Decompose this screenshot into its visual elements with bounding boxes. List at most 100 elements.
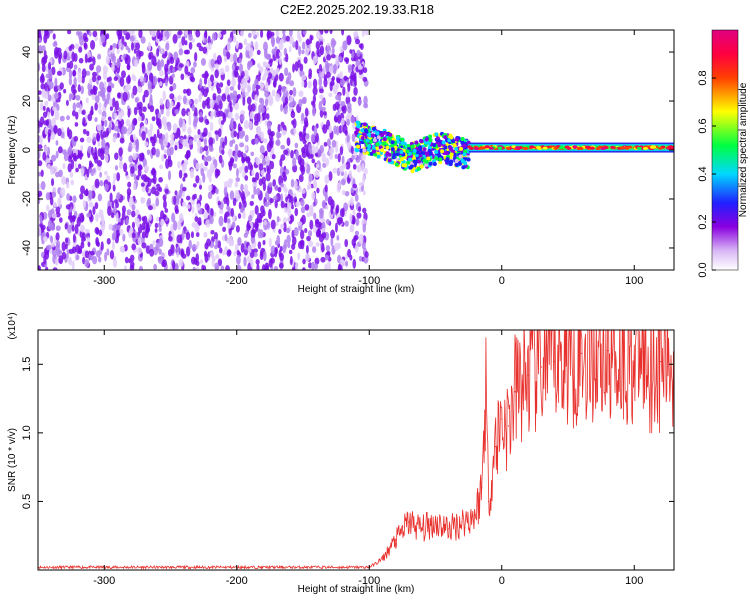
spectrogram-noise-blob — [289, 30, 293, 37]
spectrogram-noise-blob — [214, 69, 219, 79]
spectrogram-noise-blob — [79, 224, 85, 233]
spectrogram-noise-blob — [204, 242, 209, 250]
spectrogram-noise-blob — [258, 178, 264, 186]
spectrogram-noise-blob — [178, 189, 183, 199]
colorbar-tick-label: 0.6 — [697, 118, 709, 133]
spectrogram-noise-blob — [113, 112, 118, 119]
spectrogram-noise-blob — [256, 263, 260, 270]
snr-data-point — [381, 558, 384, 560]
spectrogram-noise-blob — [122, 233, 126, 242]
spectrogram-noise-blob — [133, 75, 137, 82]
spectrogram-noise-blob — [339, 79, 345, 87]
spectrogram-noise-blob — [109, 249, 115, 260]
spectrogram-noise-blob — [126, 187, 132, 196]
spectrogram-noise-blob — [42, 111, 48, 118]
spectrogram-noise-blob — [177, 95, 182, 101]
spectrogram-noise-blob — [180, 248, 184, 257]
spectrogram-noise-blob — [217, 32, 222, 39]
spectrogram-noise-blob — [162, 213, 167, 220]
spectrogram-noise-blob — [336, 182, 341, 193]
spectrogram-noise-blob — [52, 33, 56, 40]
spectrogram-noise-blob — [215, 110, 221, 118]
spectrogram-noise-blob — [202, 46, 208, 54]
spectrogram-noise-blob — [231, 221, 236, 229]
spectrogram-noise-blob — [209, 98, 215, 109]
spectrogram-noise-blob — [181, 229, 185, 240]
spectrogram-noise-blob — [240, 183, 244, 192]
spectrogram-noise-blob — [269, 58, 274, 64]
spectrogram-noise-blob — [192, 61, 197, 68]
spectrogram-noise-blob — [255, 218, 259, 225]
spectrogram-noise-blob — [235, 177, 241, 182]
spectrogram-noise-blob — [157, 112, 161, 119]
spectrogram-noise-blob — [253, 185, 257, 196]
spectrogram-noise-blob — [134, 139, 139, 146]
spectrogram-noise-blob — [335, 143, 339, 153]
spectrogram-noise-blob — [305, 244, 309, 254]
spectrogram-y-ticks: 40 20 0 -20 -40 — [21, 46, 674, 256]
spectrogram-noise-blob — [326, 71, 331, 79]
spectrogram-noise-blob — [54, 77, 58, 87]
spectrogram-noise-blob — [104, 183, 109, 192]
spectrogram-noise-blob — [141, 231, 147, 239]
spectrogram-noise-blob — [106, 248, 110, 256]
spectrogram-noise-blob — [315, 163, 320, 169]
spectrogram-noise-blob — [72, 215, 76, 223]
spectrogram-noise-blob — [251, 177, 256, 183]
spectrogram-noise-blob — [255, 171, 260, 181]
spectrogram-noise-blob — [315, 132, 319, 143]
spectrogram-noise-blob — [123, 265, 127, 270]
spectrogram-noise-blob — [185, 49, 191, 55]
spectrogram-noise-blob — [309, 204, 314, 216]
spectrogram-noise-blob — [236, 132, 240, 140]
spectrogram-noise-blob — [158, 227, 162, 232]
spectrogram-noise-blob — [145, 223, 150, 234]
spectrogram-noise-blob — [86, 212, 92, 218]
spectrogram-noise-blob — [301, 41, 306, 50]
spectrogram-noise-blob — [312, 55, 318, 65]
spectrogram-noise-blob — [290, 110, 296, 119]
spectrogram-noise-blob — [43, 145, 48, 155]
spectrogram-transition-blob — [354, 147, 359, 152]
spectrogram-noise-blob — [271, 48, 277, 55]
spectrogram-noise-blob — [282, 30, 286, 36]
spectrogram-noise-blob — [324, 254, 329, 261]
spectrogram-noise-blob — [38, 44, 42, 55]
spectrogram-noise-blob — [68, 129, 73, 140]
spectrogram-noise-blob — [144, 119, 148, 125]
spectrogram-noise-blob — [174, 208, 179, 215]
spectrogram-noise-blob — [256, 112, 261, 123]
spectrogram-noise-blob — [260, 30, 264, 38]
spectrogram-noise-blob — [345, 161, 351, 170]
spectrogram-noise-blob — [65, 243, 68, 250]
spectrogram-noise-blob — [312, 78, 318, 89]
spectrogram-noise-blob — [203, 211, 209, 220]
spectrogram-noise-blob — [264, 98, 269, 107]
spectrogram-noise-blob — [264, 150, 268, 157]
spectrogram-noise-blob — [242, 210, 246, 220]
snr-x-tick-label: 0 — [499, 575, 505, 587]
spectrogram-noise-blob — [325, 244, 331, 252]
spectrogram-noise-blob — [170, 101, 174, 109]
spectrogram-noise-blob — [74, 122, 79, 127]
spectrogram-noise-blob — [364, 251, 369, 258]
spectrogram-noise-blob — [297, 59, 301, 68]
snr-frame — [37, 329, 675, 571]
spectrogram-noise-blob — [353, 77, 357, 87]
spectrogram-noise-blob — [116, 172, 121, 182]
spectrogram-noise-blob — [46, 78, 50, 86]
spectrogram-noise-blob — [340, 259, 346, 267]
spectrogram-noise-blob — [95, 213, 99, 222]
spectrogram-noise-blob — [151, 146, 156, 156]
spectrogram-noise-blob — [264, 191, 270, 201]
spectrogram-noise-blob — [95, 250, 101, 258]
spectrogram-noise-blob — [170, 137, 175, 147]
spectrogram-transition-blob — [445, 157, 450, 162]
spectrogram-noise-blob — [271, 153, 276, 160]
spectrogram-noise-blob — [309, 153, 314, 159]
spectrogram-transition-blob — [405, 149, 410, 154]
spectrogram-noise-blob — [346, 118, 350, 126]
spectrogram-noise-blob — [38, 171, 42, 177]
spectrogram-noise-blob — [130, 165, 135, 174]
spectrogram-noise-blob — [99, 179, 104, 187]
